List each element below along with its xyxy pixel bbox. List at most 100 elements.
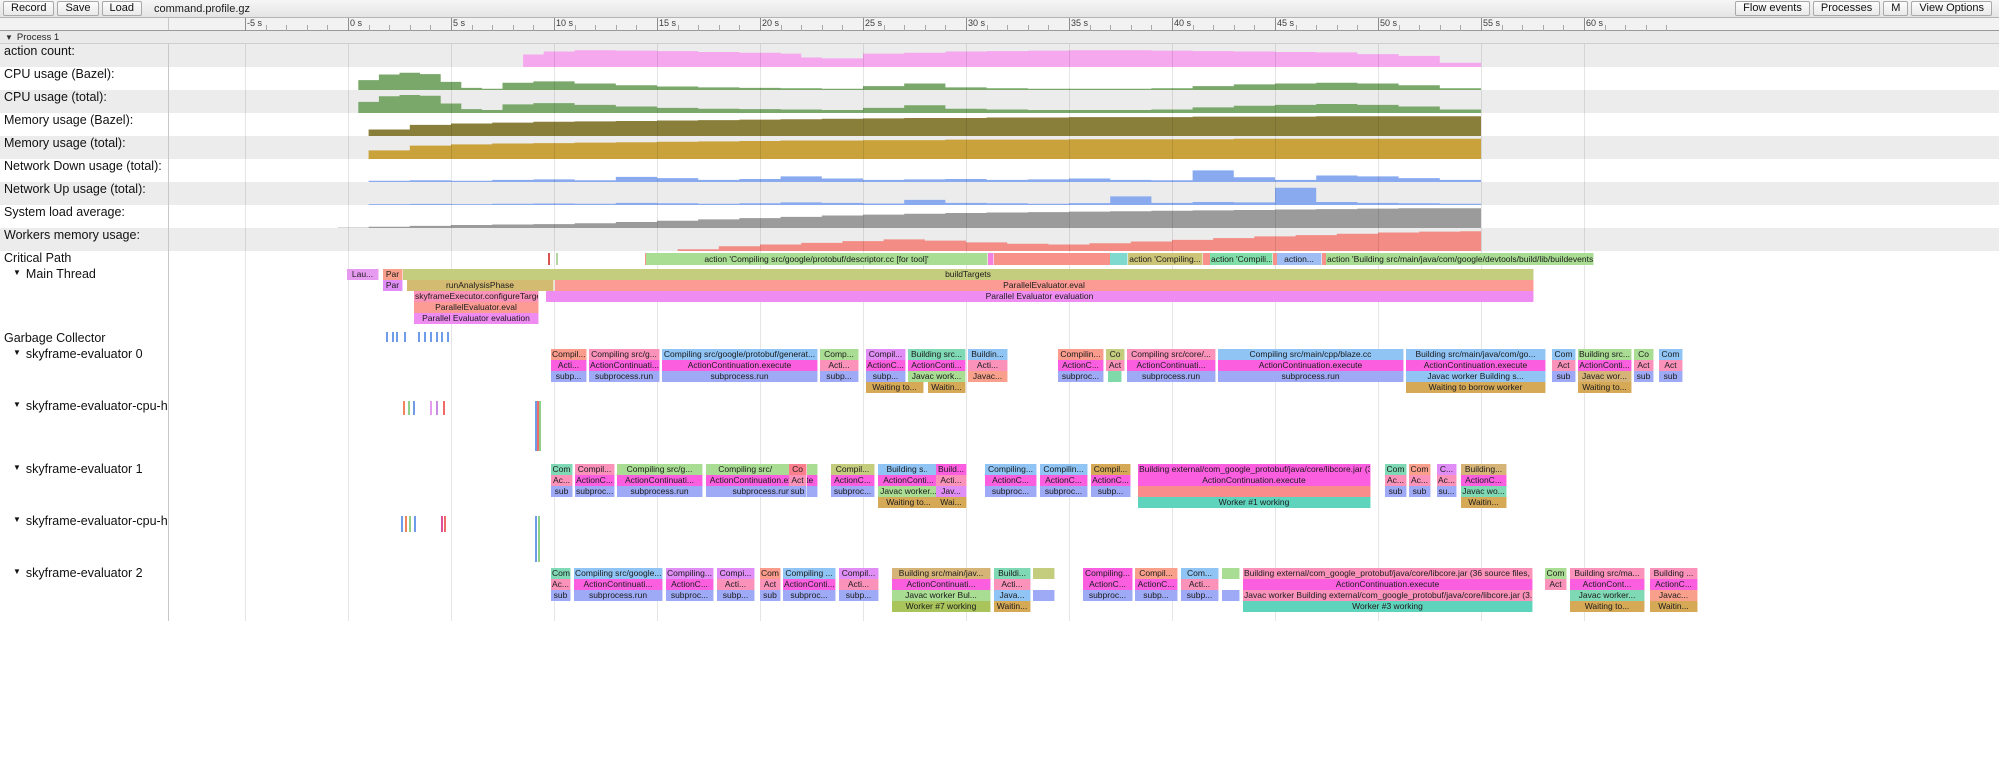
trace-slice[interactable]: Javac wo... (1461, 486, 1507, 497)
cpu-heavy-event-marker[interactable] (405, 516, 407, 532)
trace-slice[interactable] (772, 464, 790, 475)
track-row[interactable]: Workers memory usage: (0, 228, 1999, 251)
cpu-heavy-event-marker[interactable] (537, 401, 539, 451)
trace-slice[interactable]: Compil... (866, 349, 906, 360)
trace-slice[interactable]: ActionContinuation.execute (706, 475, 818, 486)
gc-event-marker[interactable] (430, 332, 432, 342)
trace-slice[interactable]: Com (1545, 568, 1567, 579)
track-canvas[interactable] (169, 205, 1999, 228)
gc-event-marker[interactable] (392, 332, 394, 342)
trace-slice[interactable]: ActionContinuation.execute (1406, 360, 1546, 371)
record-button[interactable]: Record (3, 1, 55, 16)
track-row[interactable]: Network Down usage (total): (0, 159, 1999, 182)
trace-slice[interactable]: ActionConti... (1578, 360, 1632, 371)
trace-slice[interactable]: Waiting to... (878, 497, 940, 508)
trace-slice[interactable]: Building src/main/java/com/go... (1406, 349, 1546, 360)
track-label-memory-usage-total[interactable]: Memory usage (total): (0, 136, 169, 159)
trace-slice[interactable]: action... (1277, 253, 1322, 265)
track-label-cpu-usage-bazel[interactable]: CPU usage (Bazel): (0, 67, 169, 90)
trace-slice[interactable]: action 'Compiling src/google/protobuf/de… (646, 253, 988, 265)
trace-slice[interactable]: Ac... (551, 475, 573, 486)
gc-event-marker[interactable] (424, 332, 426, 342)
trace-slice[interactable]: ActionC... (985, 475, 1037, 486)
cpu-heavy-event-marker[interactable] (414, 516, 416, 532)
trace-slice[interactable] (1222, 568, 1240, 579)
trace-slice[interactable]: Com (760, 568, 781, 579)
track-canvas[interactable] (169, 399, 1999, 462)
track-label-network-down-usage-total[interactable]: Network Down usage (total): (0, 159, 169, 182)
trace-slice[interactable]: Compi... (717, 568, 755, 579)
trace-slice[interactable]: Act (1106, 360, 1125, 371)
track-row[interactable]: CPU usage (total): (0, 90, 1999, 113)
trace-slice[interactable]: ActionC... (1058, 360, 1104, 371)
trace-slice[interactable]: sub (551, 486, 573, 497)
trace-slice[interactable]: subprocess.run (706, 486, 818, 497)
trace-slice[interactable]: sub (551, 590, 571, 601)
trace-slice[interactable]: ActionC... (1083, 579, 1133, 590)
track-canvas[interactable] (169, 90, 1999, 113)
trace-slice[interactable]: sub (1552, 371, 1576, 382)
track-row[interactable]: ▼ skyframe-evaluator-cpu-heavy- (0, 399, 1999, 462)
track-row[interactable]: ▼ skyframe-evaluator 0 Compil... Compiling … (0, 347, 1999, 399)
trace-slice[interactable]: Acti... (968, 360, 1008, 371)
trace-slice[interactable]: Co (1634, 349, 1654, 360)
track-row[interactable]: ▼ skyframe-evaluator 1 Com Compil... Compili… (0, 462, 1999, 514)
trace-slice[interactable]: C... (1437, 464, 1457, 475)
trace-slice[interactable]: subp... (1181, 590, 1219, 601)
trace-slice[interactable]: Com (1659, 349, 1683, 360)
trace-slice[interactable]: su... (1437, 486, 1457, 497)
cpu-heavy-event-marker[interactable] (444, 516, 446, 532)
trace-slice[interactable]: Act (760, 579, 781, 590)
cpu-heavy-event-marker[interactable] (403, 401, 405, 415)
trace-slice[interactable]: Acti... (936, 475, 967, 486)
trace-slice[interactable]: subproc... (1040, 486, 1088, 497)
trace-slice[interactable]: Compil... (551, 349, 587, 360)
trace-slice[interactable]: Compiling... (1083, 568, 1133, 579)
trace-slice[interactable]: ActionContinuati... (1127, 360, 1216, 371)
trace-slice[interactable]: ActionC... (866, 360, 906, 371)
trace-slice[interactable]: sub (760, 590, 781, 601)
trace-slice[interactable]: Ac... (551, 579, 571, 590)
trace-slice[interactable] (1110, 253, 1128, 265)
trace-slice[interactable]: Building src/ma... (1570, 568, 1645, 579)
trace-slice[interactable]: Jav... (936, 486, 967, 497)
track-canvas[interactable]: Com Compil... Compiling src/g... Compiling … (169, 462, 1999, 514)
cpu-heavy-event-marker[interactable] (409, 516, 411, 532)
trace-slice[interactable]: Java... (994, 590, 1031, 601)
trace-slice[interactable]: subprocess.run (574, 590, 663, 601)
trace-slice[interactable]: ActionContinuation.execute (1138, 475, 1371, 486)
track-row[interactable]: ▼ skyframe-evaluator-cpu-heavy- (0, 514, 1999, 566)
track-label-memory-usage-bazel[interactable]: Memory usage (Bazel): (0, 113, 169, 136)
trace-slice[interactable]: Compiling src/main/cpp/blaze.cc (1218, 349, 1404, 360)
trace-slice[interactable]: Wai... (936, 497, 967, 508)
trace-slice[interactable]: sub (1634, 371, 1654, 382)
trace-slice[interactable]: Compiling... (985, 464, 1037, 475)
trace-slice[interactable]: ActionContinuati... (892, 579, 991, 590)
trace-slice[interactable]: ActionC... (1650, 579, 1698, 590)
trace-slice[interactable]: ActionContinuation.execute (662, 360, 818, 371)
cpu-heavy-event-marker[interactable] (539, 401, 541, 451)
trace-slice[interactable]: Parallel Evaluator evaluation (546, 291, 1534, 302)
chevron-down-icon[interactable]: ▼ (13, 515, 21, 524)
trace-slice[interactable]: ActionConti... (878, 475, 940, 486)
trace-slice[interactable]: Act (1634, 360, 1654, 371)
track-canvas[interactable] (169, 136, 1999, 159)
trace-slice[interactable]: Waitin... (1650, 601, 1698, 612)
trace-slice[interactable]: ActionC... (666, 579, 714, 590)
cpu-heavy-event-marker[interactable] (538, 516, 540, 562)
gc-event-marker[interactable] (441, 332, 443, 342)
trace-slice[interactable]: Lau... (347, 269, 379, 280)
trace-slice[interactable]: Co (1106, 349, 1125, 360)
trace-slice[interactable]: Javac work... (908, 371, 966, 382)
trace-slice[interactable]: Par (383, 269, 403, 280)
trace-slice[interactable]: Compiling src/google/protobuf/generat... (662, 349, 818, 360)
trace-slice[interactable] (1033, 568, 1055, 579)
trace-slice[interactable]: Worker #1 working (1138, 497, 1371, 508)
trace-slice[interactable]: ActionContinuati... (574, 579, 663, 590)
trace-slice[interactable]: subprocess.run (1127, 371, 1216, 382)
track-row[interactable]: Garbage Collector (0, 331, 1999, 347)
trace-slice[interactable]: subprocess.run (589, 371, 660, 382)
trace-slice[interactable]: sub (789, 486, 807, 497)
trace-slice[interactable]: ActionConti... (783, 579, 836, 590)
gc-event-marker[interactable] (447, 332, 449, 342)
